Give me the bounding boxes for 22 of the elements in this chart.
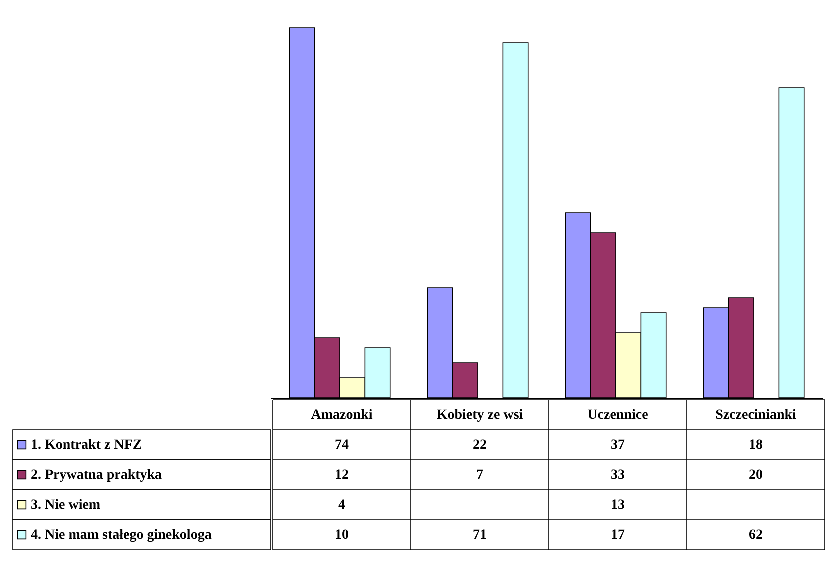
x-tick-label: Kobiety ze wsi [436, 408, 524, 423]
data-label: 37 [611, 438, 625, 453]
data-label: 22 [473, 438, 487, 453]
data-label: 74 [335, 438, 349, 453]
data-label: 71 [473, 528, 487, 543]
data-label: 12 [335, 468, 349, 483]
data-label: 17 [611, 528, 625, 543]
legend-label: 2. Prywatna praktyka [31, 468, 162, 483]
x-tick-label: Szczecinianki [716, 408, 797, 423]
legend-label: 1. Kontrakt z NFZ [31, 438, 142, 453]
data-label: 4 [338, 498, 346, 513]
data-label: 33 [611, 468, 625, 483]
legend-label: 4. Nie mam stałego ginekologa [31, 528, 212, 543]
data-label: 13 [611, 498, 625, 513]
data-label: 20 [749, 468, 763, 483]
data-label: 7 [476, 468, 484, 483]
x-tick-label: Uczennice [588, 408, 648, 423]
x-tick-label: Amazonki [311, 408, 373, 423]
legend-label: 3. Nie wiem [31, 498, 101, 513]
data-label: 18 [749, 438, 763, 453]
data-label: 62 [749, 528, 763, 543]
data-label: 10 [335, 528, 349, 543]
